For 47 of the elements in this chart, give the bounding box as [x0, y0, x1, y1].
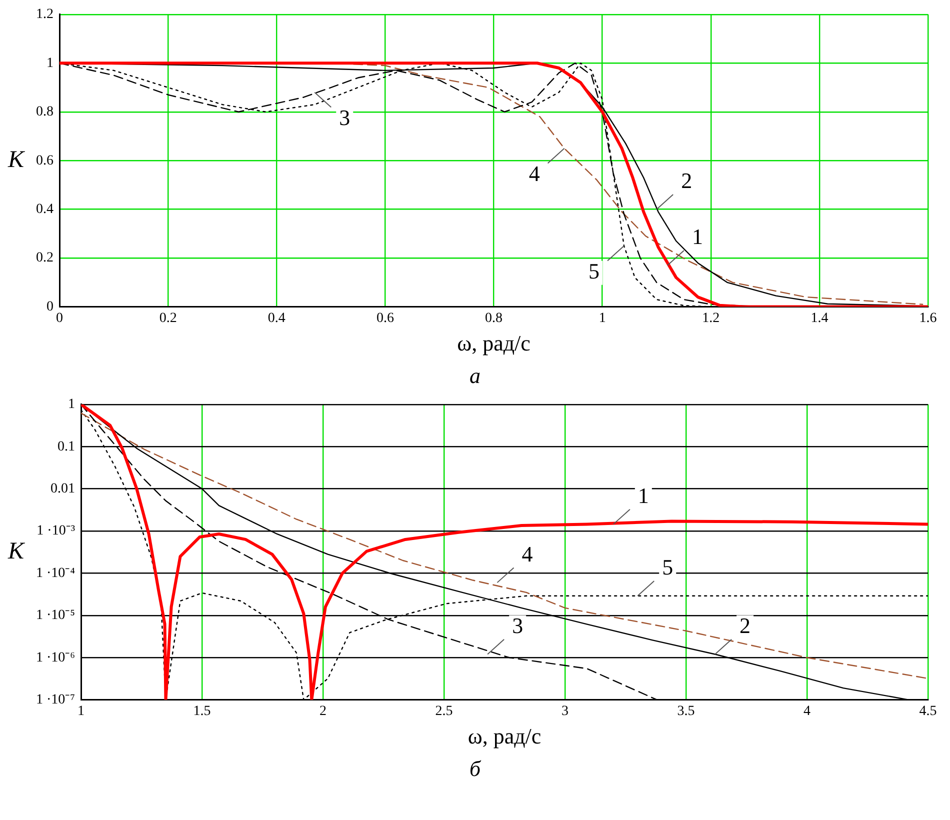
text: а: [468, 362, 482, 390]
y-tick-label: 1 ·10⁻⁵: [36, 608, 76, 624]
x-tick-label: 0.2: [159, 310, 177, 326]
x-tick-label: 1.5: [193, 704, 211, 719]
y-tick-label: 0.4: [36, 202, 54, 218]
annotation: 3: [512, 613, 524, 638]
x-tick-label: 2.5: [435, 704, 453, 719]
y-axis-title: K: [7, 538, 26, 564]
annotation: 2: [740, 613, 751, 638]
x-tick-label: 1: [78, 704, 85, 719]
x-tick-label: 1.2: [702, 310, 720, 326]
y-tick-label: 1 ·10⁻⁷: [36, 692, 76, 708]
annotation: 3: [339, 105, 350, 130]
y-tick-label: 1 ·10⁻⁴: [36, 566, 76, 581]
text: б: [468, 755, 482, 783]
y-tick-label: 0.8: [36, 104, 54, 120]
y-tick-label: 1: [46, 56, 54, 71]
x-tick-label: 1: [598, 310, 606, 326]
x-tick-label: 1.4: [810, 310, 828, 326]
y-tick-label: 0.2: [36, 250, 54, 266]
annotation: 1: [638, 482, 649, 508]
y-tick-label: 0: [46, 299, 54, 314]
annotation: 5: [662, 554, 674, 580]
y-tick-label: 0.6: [36, 153, 54, 168]
y-tick-label: 0.01: [50, 481, 76, 496]
y-tick-label: 1: [68, 397, 76, 412]
y-tick-label: 0.1: [58, 439, 76, 454]
x-tick-label: 4.5: [919, 704, 937, 719]
x-tick-label: 0.8: [485, 310, 502, 326]
x-axis-title: ω, рад/с: [468, 724, 542, 749]
x-tick-label: 2: [320, 704, 327, 719]
y-axis-title: K: [7, 146, 26, 173]
y-tick-label: 1 ·10⁻⁶: [36, 650, 76, 666]
annotation: 5: [588, 258, 600, 284]
annotation: 2: [681, 168, 692, 194]
y-tick-label: 1.2: [36, 7, 54, 22]
x-tick-label: 0.4: [268, 310, 286, 326]
x-tick-label: 4: [804, 704, 811, 719]
y-tick-label: 1 ·10⁻³: [36, 524, 76, 539]
x-tick-label: 3: [562, 704, 569, 719]
x-tick-label: 3.5: [677, 704, 695, 719]
x-tick-label: 1.6: [919, 310, 937, 326]
annotation: 1: [692, 224, 703, 250]
x-tick-label: 0.6: [376, 310, 394, 326]
annotation: 4: [528, 161, 540, 186]
annotation: 4: [522, 541, 533, 566]
x-axis-title: ω, рад/с: [457, 330, 531, 356]
